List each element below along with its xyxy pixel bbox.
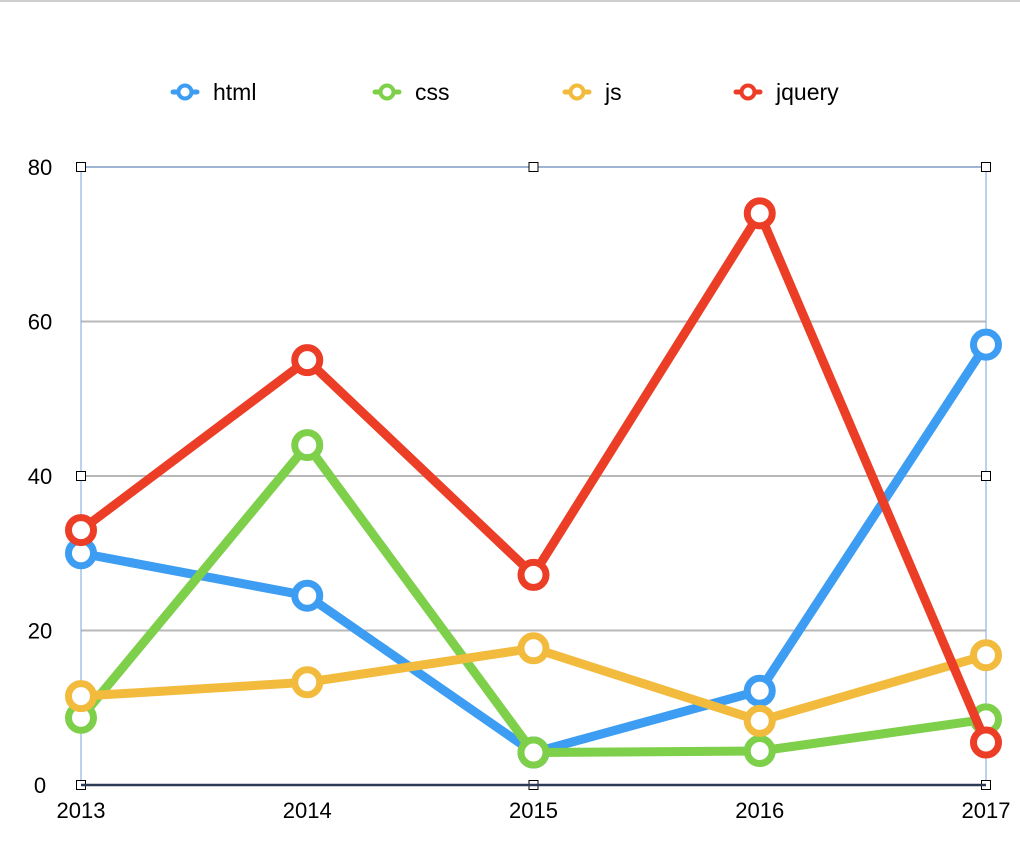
legend-label: css <box>415 79 450 105</box>
data-point-js[interactable] <box>743 704 776 737</box>
legend-item-jquery: jquery <box>733 79 839 105</box>
legend: html css js jquery <box>170 79 839 105</box>
series-jquery <box>65 197 1002 759</box>
legend-item-js: js <box>562 79 622 105</box>
data-point-js[interactable] <box>970 639 1002 672</box>
series-css <box>65 429 1002 769</box>
data-point-js[interactable] <box>517 632 550 665</box>
legend-marker <box>568 83 586 101</box>
y-tick-label: 60 <box>28 310 52 335</box>
data-point-js[interactable] <box>65 680 97 713</box>
series-html <box>65 328 1002 769</box>
x-tick-label: 2015 <box>509 798 558 823</box>
x-tick-label: 2016 <box>735 798 784 823</box>
data-point-css[interactable] <box>517 736 550 769</box>
series-js <box>65 632 1002 737</box>
resize-handle[interactable] <box>981 471 991 481</box>
resize-handle[interactable] <box>528 162 539 172</box>
series-line-css <box>76 440 991 758</box>
y-tick-label: 0 <box>34 773 46 798</box>
x-tick-label: 2014 <box>283 798 332 823</box>
data-point-css[interactable] <box>291 429 324 462</box>
legend-label: jquery <box>775 79 839 105</box>
y-tick-label: 80 <box>28 155 52 180</box>
data-point-html[interactable] <box>291 579 324 612</box>
legend-item-css: css <box>372 79 450 105</box>
legend-marker <box>739 83 757 101</box>
top-divider <box>0 0 1020 2</box>
x-tick-label: 2017 <box>962 798 1011 823</box>
legend-marker <box>176 83 194 101</box>
series-lines <box>65 197 1002 769</box>
data-point-jquery[interactable] <box>743 197 776 230</box>
legend-label: js <box>604 79 622 105</box>
legend-marker <box>378 83 396 101</box>
data-point-html[interactable] <box>743 674 776 707</box>
data-point-js[interactable] <box>291 666 324 699</box>
legend-item-html: html <box>170 79 256 105</box>
y-tick-label: 40 <box>28 464 52 489</box>
y-tick-label: 20 <box>28 619 52 644</box>
data-point-jquery[interactable] <box>65 514 97 547</box>
data-point-jquery[interactable] <box>517 558 550 591</box>
resize-handle[interactable] <box>981 162 991 172</box>
resize-handle[interactable] <box>76 471 86 481</box>
axes: 0 20 40 60 80 2013 2014 2015 2016 2017 <box>28 155 1011 823</box>
data-point-css[interactable] <box>743 735 776 768</box>
data-point-jquery[interactable] <box>291 344 324 377</box>
x-tick-label: 2013 <box>57 798 106 823</box>
resize-handle[interactable] <box>76 162 86 172</box>
legend-label: html <box>213 79 256 105</box>
data-point-jquery[interactable] <box>970 726 1002 759</box>
data-point-html[interactable] <box>970 328 1002 361</box>
